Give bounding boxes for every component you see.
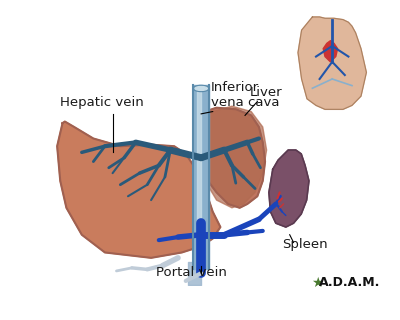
Ellipse shape: [195, 86, 207, 90]
Polygon shape: [57, 122, 220, 258]
Text: Liver: Liver: [250, 86, 282, 99]
Text: Inferior
vena cava: Inferior vena cava: [211, 81, 280, 109]
Text: Hepatic vein: Hepatic vein: [60, 96, 144, 109]
Text: ★: ★: [311, 276, 324, 290]
Polygon shape: [201, 108, 265, 208]
Text: Portal vein: Portal vein: [156, 266, 226, 278]
Polygon shape: [201, 106, 267, 208]
Ellipse shape: [194, 85, 209, 92]
Polygon shape: [298, 17, 366, 109]
Polygon shape: [323, 41, 338, 62]
Polygon shape: [269, 150, 309, 227]
Text: A.D.A.M.: A.D.A.M.: [319, 276, 380, 289]
Text: Spleen: Spleen: [282, 238, 328, 251]
